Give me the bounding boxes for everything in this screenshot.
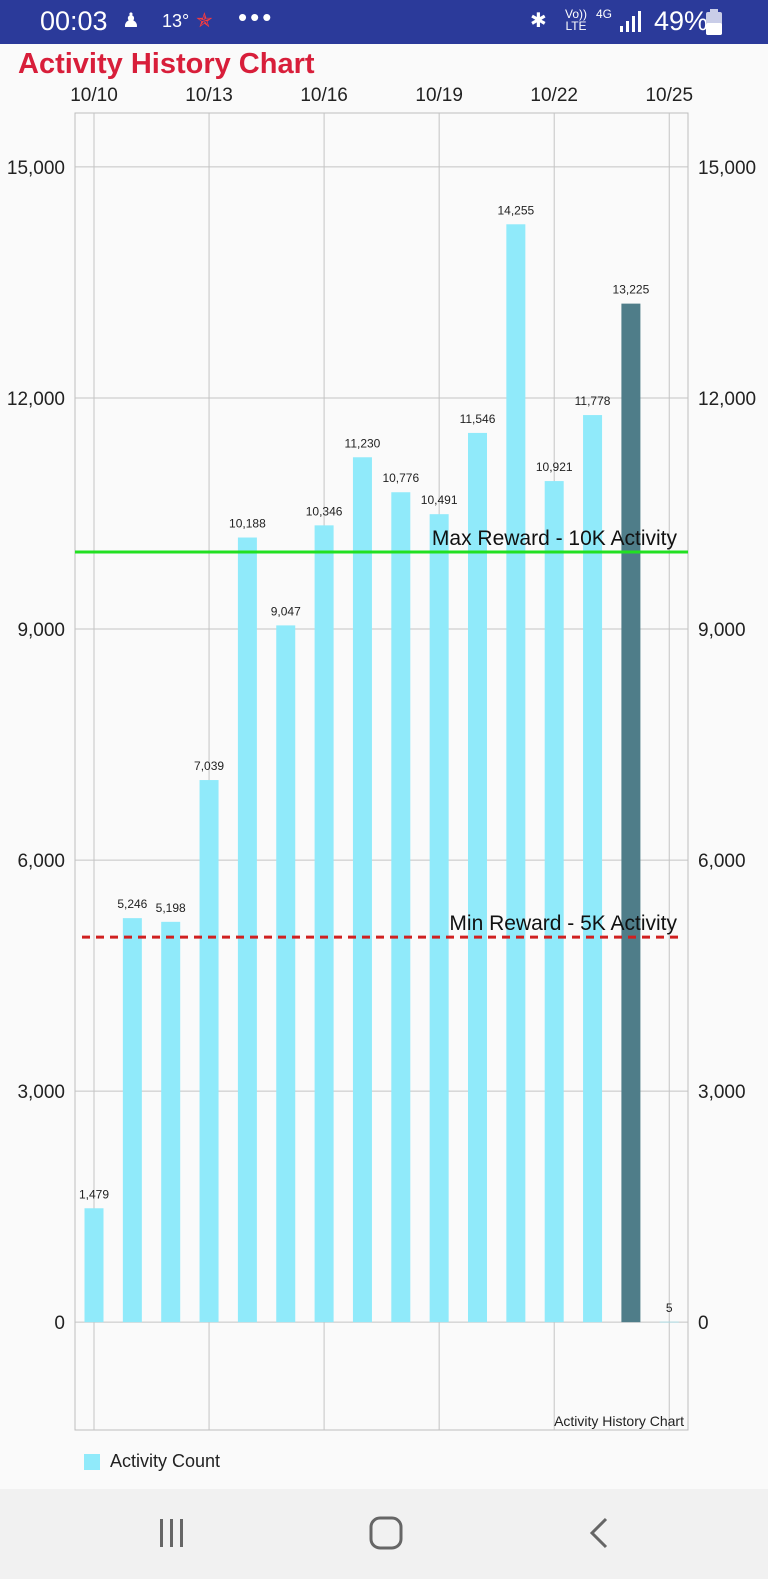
min-reward-label: Min Reward - 5K Activity	[449, 912, 677, 935]
chart-description: Activity History Chart	[554, 1413, 684, 1429]
y-tick-label-right: 12,000	[698, 389, 756, 410]
bar	[352, 457, 372, 1323]
bar-value-label: 1,479	[79, 1187, 109, 1201]
recent-apps-button[interactable]	[152, 1513, 192, 1553]
y-tick-label-right: 6,000	[698, 851, 746, 872]
bar	[544, 481, 564, 1323]
x-tick-label: 10/22	[530, 85, 578, 106]
bar	[161, 921, 181, 1323]
bar	[199, 780, 219, 1323]
bar-value-label: 10,776	[382, 471, 419, 485]
signal-icon	[620, 11, 641, 32]
bar	[237, 537, 257, 1323]
plot-frame	[74, 112, 689, 1431]
bar	[314, 525, 334, 1323]
x-tick-label: 10/19	[415, 85, 463, 106]
chart-legend: Activity Count	[84, 1451, 220, 1472]
y-tick-label-right: 0	[698, 1313, 709, 1334]
bar-value-label: 13,225	[613, 283, 650, 297]
x-tick-label: 10/13	[185, 85, 233, 106]
bar	[84, 1208, 104, 1323]
bar-value-label: 10,188	[229, 517, 266, 531]
more-notifications-icon: •••	[238, 2, 275, 32]
y-tick-label-left: 15,000	[7, 158, 65, 179]
back-button[interactable]	[580, 1513, 620, 1553]
bar-value-label: 5	[666, 1301, 673, 1315]
bar	[468, 432, 487, 1323]
max-reward-label: Max Reward - 10K Activity	[432, 527, 678, 550]
volte-indicator: Vo)) LTE	[564, 7, 587, 33]
bar-value-label: 10,346	[306, 504, 343, 518]
status-temperature: 13°	[162, 11, 190, 31]
y-tick-label-right: 3,000	[698, 1082, 746, 1103]
battery-icon	[706, 9, 722, 35]
battery-percent: 49%	[654, 6, 709, 36]
x-tick-label: 10/16	[300, 85, 348, 106]
y-tick-label-right: 15,000	[698, 158, 756, 179]
y-tick-label-left: 0	[54, 1313, 65, 1334]
legend-swatch	[84, 1453, 100, 1470]
x-tick-label: 10/25	[645, 85, 693, 106]
bar	[621, 303, 641, 1323]
y-tick-label-left: 12,000	[7, 389, 65, 410]
bar-value-label: 10,921	[536, 460, 573, 474]
bar-value-label: 14,255	[497, 203, 534, 217]
y-tick-label-left: 6,000	[17, 851, 65, 872]
bar	[506, 224, 526, 1323]
bar-value-label: 5,246	[117, 897, 147, 911]
bar-value-label: 11,778	[575, 394, 611, 408]
bar-value-label: 10,491	[421, 493, 458, 507]
bar	[276, 625, 296, 1323]
activity-chart: 0 0 3,000 3,000 6,000 6,000 9,000 9,000 12,000 12…	[7, 85, 756, 1431]
bar	[583, 415, 603, 1323]
status-time: 00:03	[40, 6, 108, 36]
y-tick-label-left: 9,000	[17, 620, 65, 641]
legend-label: Activity Count	[110, 1451, 221, 1471]
bar	[429, 514, 449, 1323]
bar-value-label: 5,198	[156, 901, 186, 915]
navigation-bar	[0, 1489, 768, 1579]
x-tick-label: 10/10	[70, 85, 118, 106]
bar	[122, 918, 142, 1323]
bar-value-label: 11,230	[345, 436, 381, 450]
bar-value-label: 9,047	[271, 604, 301, 618]
bar	[659, 1321, 679, 1323]
running-notification-icon: ✯	[196, 10, 213, 32]
fitness-notification-icon: ♟	[122, 10, 140, 32]
page-title: Activity History Chart	[18, 48, 315, 80]
y-tick-label-right: 9,000	[698, 620, 746, 641]
bar-value-label: 7,039	[194, 759, 224, 773]
bar-value-label: 11,546	[460, 412, 496, 426]
home-button[interactable]	[366, 1513, 406, 1553]
bar	[391, 492, 411, 1323]
4g-indicator: 4G	[596, 7, 613, 21]
bluetooth-icon: ✱	[530, 10, 547, 32]
y-tick-label-left: 3,000	[17, 1082, 65, 1103]
status-bar: 00:03 ♟ 13° ✯ ••• ✱ Vo)) LTE 4G 49%	[0, 0, 768, 44]
